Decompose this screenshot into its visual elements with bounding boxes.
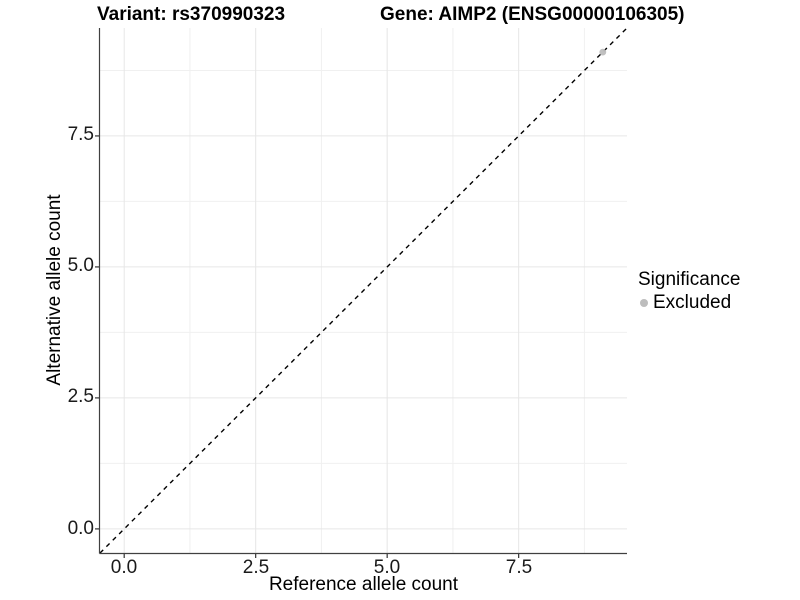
y-tick-label: 0.0 [67, 518, 94, 539]
x-tick-label: 2.5 [242, 557, 270, 578]
excluded-point-icon [640, 299, 648, 307]
y-axis-label: Alternative allele count [44, 194, 65, 386]
x-axis-label: Reference allele count [268, 574, 459, 595]
legend-item-excluded: Excluded [638, 292, 740, 314]
y-tick-label: 7.5 [67, 124, 94, 145]
data-point-excluded [599, 48, 607, 56]
y-tick-label: 5.0 [67, 255, 94, 276]
legend-item-label: Excluded [653, 292, 732, 313]
plot-title-gene: Gene: AIMP2 (ENSG00000106305) [380, 4, 685, 25]
x-tick-label: 7.5 [505, 557, 533, 578]
x-tick-label: 5.0 [373, 557, 401, 578]
x-tick-label: 0.0 [110, 557, 138, 578]
significance-legend: Significance Excluded [638, 268, 740, 314]
plot-title-variant: Variant: rs370990323 [97, 4, 286, 25]
legend-title: Significance [638, 269, 741, 290]
y-tick-label: 2.5 [67, 386, 94, 407]
